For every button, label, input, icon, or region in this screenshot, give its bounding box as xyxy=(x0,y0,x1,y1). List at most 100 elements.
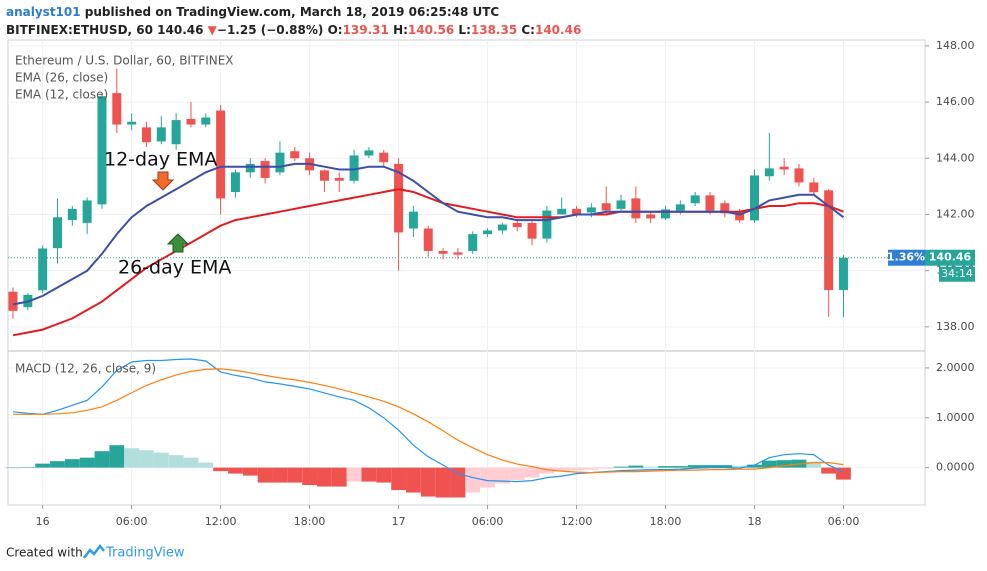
candle-body xyxy=(408,211,418,229)
line xyxy=(13,368,844,474)
histogram-bar xyxy=(64,459,80,468)
candle-body xyxy=(542,210,552,239)
y-tick-label: 142.00 xyxy=(936,207,975,220)
x-tick-label: 12:00 xyxy=(205,515,237,528)
histogram-bar xyxy=(50,461,65,468)
histogram-bar xyxy=(717,465,733,468)
histogram-bar xyxy=(139,450,154,468)
grid xyxy=(8,40,929,509)
candle-body xyxy=(601,203,611,211)
ohlc-value: 138.35 xyxy=(471,23,517,37)
x-tick-label: 18:00 xyxy=(294,515,326,528)
change: −1.25 (−0.88%) xyxy=(217,23,324,37)
candle-body xyxy=(319,170,329,181)
histogram-bar xyxy=(598,467,614,469)
x-tick-label: 18:00 xyxy=(650,515,682,528)
author[interactable]: analyst101 xyxy=(6,5,81,19)
candle-body xyxy=(67,208,77,221)
candle-body xyxy=(779,166,789,170)
histogram-bar xyxy=(613,466,629,468)
candle-body xyxy=(483,230,493,235)
x-tick-label: 17 xyxy=(392,515,406,528)
candle-body xyxy=(349,155,359,181)
histogram-bar xyxy=(776,460,792,468)
histogram-bar xyxy=(821,467,837,474)
change-tag xyxy=(888,249,925,266)
ohlc-label: C: xyxy=(521,23,535,37)
candle-body xyxy=(112,93,122,125)
histogram-bar xyxy=(494,467,510,484)
candle-body xyxy=(824,190,834,291)
candle-body xyxy=(705,195,715,211)
price-tag xyxy=(925,249,975,266)
histogram-bar xyxy=(672,466,688,468)
histogram-bar xyxy=(450,467,466,498)
candle-body xyxy=(141,127,151,143)
candle-body xyxy=(794,168,804,183)
price-label: 140.46 xyxy=(929,251,972,264)
histogram-bar xyxy=(569,467,584,471)
histogram-bar xyxy=(198,462,214,468)
histogram-bar xyxy=(391,467,406,491)
histogram-bar xyxy=(806,461,822,468)
histogram-bar xyxy=(331,467,347,487)
histogram-bar xyxy=(257,467,273,483)
histogram-bar xyxy=(346,467,362,482)
ohlc-label: O: xyxy=(328,23,343,37)
candle-body xyxy=(171,120,181,145)
candle-body xyxy=(201,117,211,125)
histogram-bar xyxy=(747,464,762,468)
annotation-arrow xyxy=(166,233,190,253)
candle-body xyxy=(275,152,285,173)
histogram-bar xyxy=(213,467,229,472)
candle-body xyxy=(394,163,404,233)
plot-frame xyxy=(7,39,926,506)
footer: Created with TradingView xyxy=(6,543,185,561)
candle-body xyxy=(557,208,567,215)
y-tick-label: 144.00 xyxy=(936,151,975,164)
candle-body xyxy=(631,198,641,219)
candle-body xyxy=(97,96,107,205)
candle-body xyxy=(423,228,433,251)
histogram-bar xyxy=(35,463,51,468)
footer-brand[interactable]: TradingView xyxy=(105,546,185,561)
candle-body xyxy=(735,212,745,221)
histogram-bar xyxy=(761,460,777,468)
candle-body xyxy=(334,177,344,181)
histogram-bar xyxy=(361,467,377,482)
candle-body xyxy=(156,127,166,142)
histogram-bar xyxy=(20,467,36,468)
histogram-bar xyxy=(554,467,570,472)
histogram-bar xyxy=(732,465,748,468)
y-tick-label: 146.00 xyxy=(936,95,975,108)
symbol: BITFINEX:ETHUSD, 60 xyxy=(6,23,153,37)
ohlc-value: 140.56 xyxy=(408,23,454,37)
x-tick-label: 12:00 xyxy=(561,515,593,528)
candle-body xyxy=(379,152,389,163)
histogram-bar xyxy=(406,467,421,493)
histogram-bar xyxy=(509,467,525,481)
candle-body xyxy=(290,151,300,159)
candle-body xyxy=(586,207,596,213)
histogram-bar xyxy=(94,451,110,468)
y-tick-label: 148.00 xyxy=(936,39,975,52)
histogram-bar xyxy=(583,467,599,470)
histogram-bar xyxy=(302,467,317,486)
histogram-bar xyxy=(435,467,451,498)
histogram-bar xyxy=(228,467,243,474)
candle-body xyxy=(82,200,92,223)
ohlc-label: L: xyxy=(458,23,470,37)
x-tick-label: 06:00 xyxy=(828,515,860,528)
histogram-bar xyxy=(168,455,184,468)
candle-body xyxy=(572,208,582,215)
histogram-bar xyxy=(272,467,288,483)
candle-body xyxy=(764,168,774,177)
histogram-bar xyxy=(465,467,481,493)
candle-body xyxy=(661,209,671,219)
candle-body xyxy=(646,214,656,219)
ohlc-label: H: xyxy=(393,23,408,37)
histogram-bar xyxy=(183,457,199,468)
candle-body xyxy=(512,222,522,228)
candle-body xyxy=(838,257,848,291)
